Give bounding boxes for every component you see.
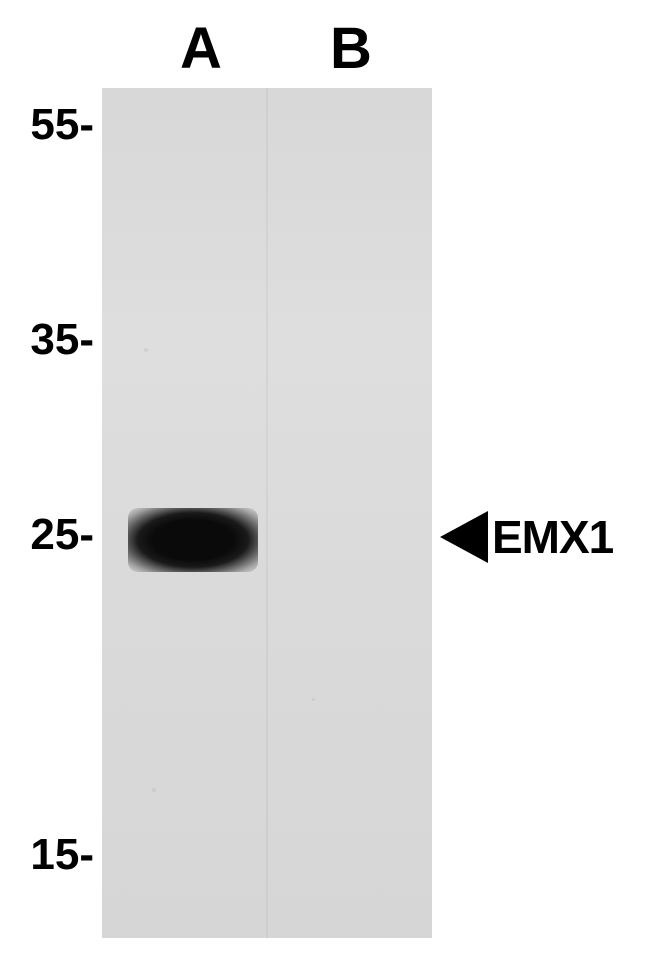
- lane-divider: [266, 88, 268, 938]
- artifact-speck: [312, 698, 315, 701]
- marker-15: 15-: [8, 830, 94, 880]
- blot-membrane: [102, 88, 432, 938]
- marker-25: 25-: [8, 510, 94, 560]
- lane-label-b: B: [330, 15, 372, 82]
- western-blot-figure: A B 55- 35- 25- 15- EMX1: [0, 0, 650, 958]
- marker-55: 55-: [8, 100, 94, 150]
- arrow-left-icon: [440, 511, 488, 563]
- band-pointer: EMX1: [440, 510, 613, 564]
- lane-label-a: A: [180, 15, 222, 82]
- artifact-speck: [144, 348, 148, 352]
- marker-35: 35-: [8, 315, 94, 365]
- artifact-speck: [152, 788, 156, 792]
- band-emx1-lane-a: [128, 508, 258, 572]
- protein-label: EMX1: [492, 510, 613, 564]
